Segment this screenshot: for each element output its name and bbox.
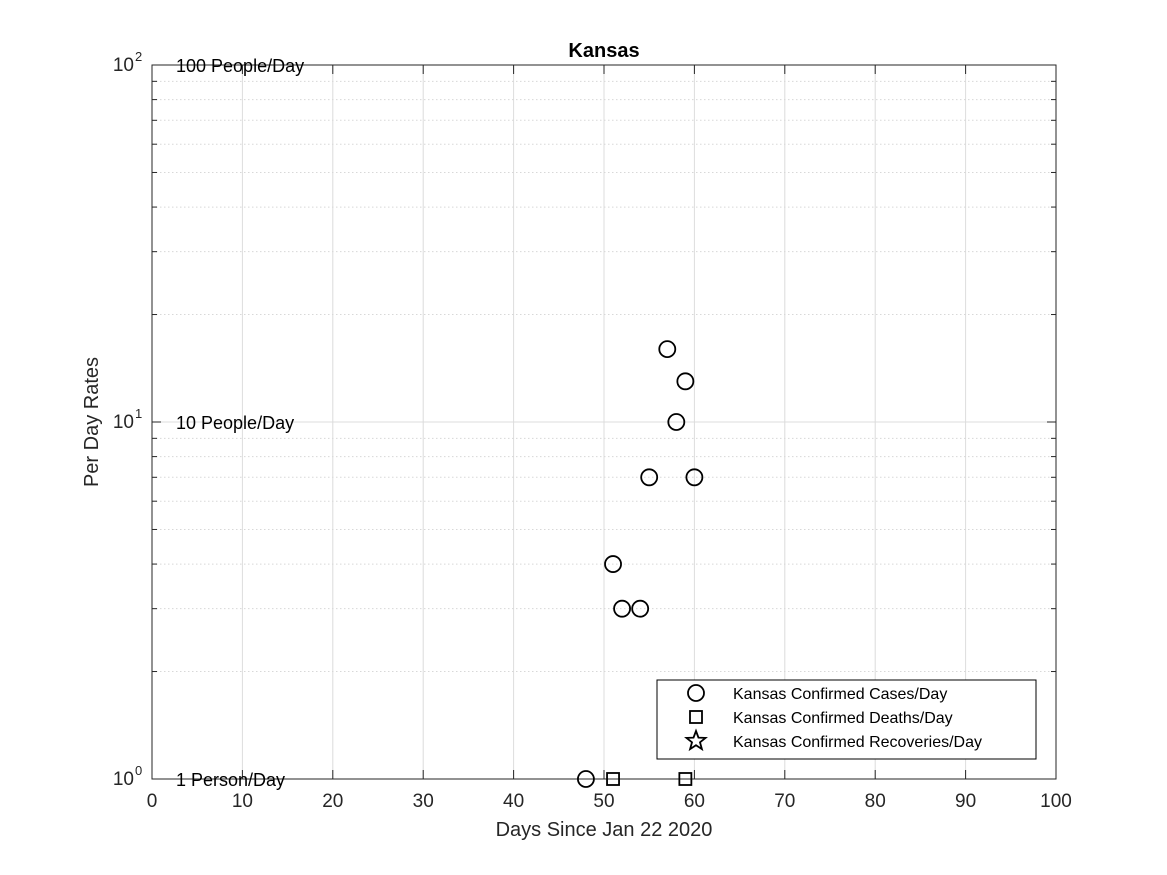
chart-title: Kansas xyxy=(568,40,639,62)
circle-point xyxy=(658,340,677,359)
grid xyxy=(152,65,1056,779)
decade-annotation: 100 People/Day xyxy=(176,56,304,76)
y-tick-exponent: 2 xyxy=(135,49,142,64)
x-tick-label: 80 xyxy=(865,791,886,812)
x-tick-label: 50 xyxy=(593,791,614,812)
data-points xyxy=(577,340,704,788)
legend-marker-star xyxy=(684,728,708,752)
circle-point xyxy=(577,770,595,788)
legend-entry-label: Kansas Confirmed Recoveries/Day xyxy=(733,734,982,751)
x-tick-label: 60 xyxy=(684,791,705,812)
legend-entry-label: Kansas Confirmed Cases/Day xyxy=(733,686,947,703)
circle-point xyxy=(640,468,659,487)
x-axis-label: Days Since Jan 22 2020 xyxy=(496,819,713,841)
x-tick-label: 70 xyxy=(774,791,795,812)
x-tick-label: 90 xyxy=(955,791,976,812)
legend: Kansas Confirmed Cases/Day Kansas Confirm… xyxy=(656,679,1037,760)
y-tick-exponent: 1 xyxy=(135,406,142,421)
y-tick-exponent: 0 xyxy=(135,763,142,778)
x-tick-label: 40 xyxy=(503,791,524,812)
x-tick-label: 20 xyxy=(322,791,343,812)
circle-point xyxy=(676,372,695,391)
circle-point xyxy=(631,599,650,618)
x-tick-label: 0 xyxy=(147,791,158,812)
y-axis-label: Per Day Rates xyxy=(81,357,103,487)
circle-point xyxy=(604,555,622,573)
annotations: 1 Person/Day 10 People/Day 100 People/Day xyxy=(176,56,304,790)
square-point xyxy=(606,772,620,786)
circle-point xyxy=(613,599,631,618)
y-tick-label: 10 xyxy=(113,769,134,790)
x-tick-label: 100 xyxy=(1040,791,1072,812)
legend-marker-square xyxy=(689,710,703,724)
x-tick-label: 30 xyxy=(413,791,434,812)
y-tick-label: 10 xyxy=(113,412,134,433)
legend-marker-circle xyxy=(687,684,705,702)
square-point xyxy=(678,772,693,786)
decade-annotation: 10 People/Day xyxy=(176,413,294,433)
y-tick-label: 10 xyxy=(113,55,134,76)
legend-box xyxy=(656,679,1037,760)
circle-point xyxy=(667,413,686,431)
x-tick-label: 10 xyxy=(232,791,253,812)
circle-point xyxy=(685,468,704,487)
legend-entry-label: Kansas Confirmed Deaths/Day xyxy=(733,710,953,727)
decade-annotation: 1 Person/Day xyxy=(176,770,285,790)
